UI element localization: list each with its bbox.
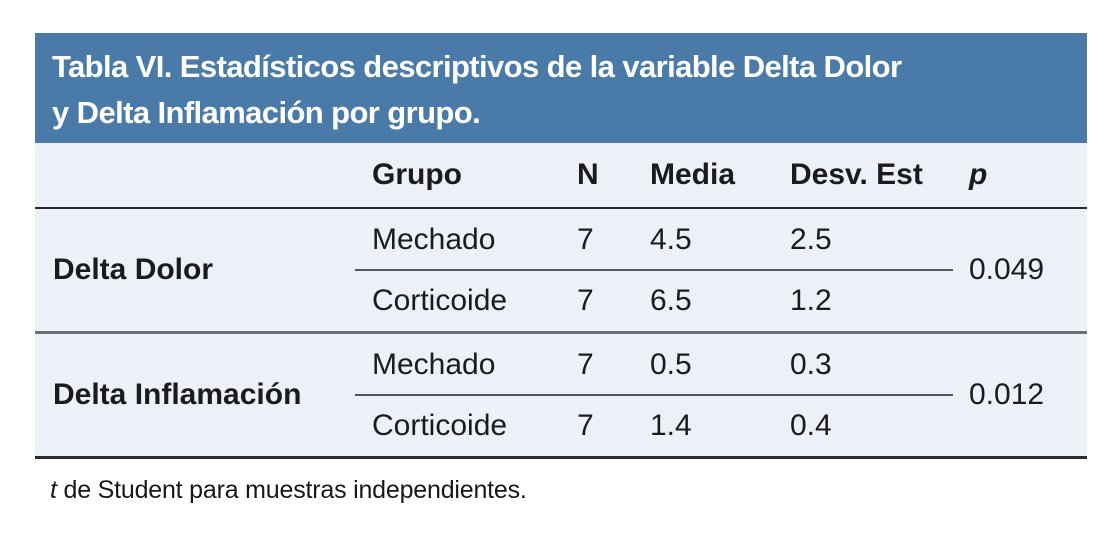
row-divider-line bbox=[355, 394, 953, 396]
media-value: 4.5 bbox=[650, 222, 692, 256]
variable-label: Delta Dolor bbox=[53, 253, 214, 286]
col-header-n: N bbox=[577, 158, 599, 191]
desv-value: 2.5 bbox=[790, 222, 832, 256]
n-value: 7 bbox=[577, 347, 594, 381]
n-value: 7 bbox=[577, 283, 594, 317]
p-value: 0.012 bbox=[969, 378, 1045, 411]
col-header-p: p bbox=[969, 158, 988, 191]
variable-label: Delta Inflamación bbox=[53, 378, 302, 411]
media-value: 6.5 bbox=[650, 283, 692, 317]
n-value: 7 bbox=[577, 222, 594, 256]
footnote-t-symbol: t bbox=[50, 476, 57, 504]
footnote-text: de Student para muestras independientes. bbox=[56, 476, 527, 504]
desv-value: 0.4 bbox=[790, 408, 832, 442]
col-header-variable bbox=[35, 143, 370, 207]
table-title-line-2: y Delta Inflamación por grupo. bbox=[52, 95, 481, 130]
media-value: 0.5 bbox=[650, 347, 692, 381]
col-header-desv-est: Desv. Est bbox=[790, 158, 923, 191]
grupo-value: Corticoide bbox=[372, 283, 508, 317]
grupo-value: Corticoide bbox=[372, 408, 508, 442]
section-delta-inflamacion: Delta Inflamación Mechado 7 0.5 0.3 Cort… bbox=[35, 334, 1087, 459]
desv-value: 0.3 bbox=[790, 347, 832, 381]
col-header-grupo: Grupo bbox=[372, 158, 462, 191]
row-divider-line bbox=[355, 269, 953, 271]
section-delta-dolor: Delta Dolor Mechado 7 4.5 2.5 Corticoide… bbox=[35, 209, 1087, 334]
col-header-media: Media bbox=[650, 158, 736, 191]
p-value: 0.049 bbox=[969, 253, 1045, 286]
footnote: t de Student para muestras independiente… bbox=[35, 476, 1087, 505]
table-title-band: Tabla VI. Estadísticos descriptivos de l… bbox=[35, 33, 1087, 143]
statistics-table: Tabla VI. Estadísticos descriptivos de l… bbox=[35, 33, 1087, 505]
grupo-value: Mechado bbox=[372, 347, 496, 381]
media-value: 1.4 bbox=[650, 408, 692, 442]
n-value: 7 bbox=[577, 408, 594, 442]
table-header-row: Grupo N Media Desv. Est p bbox=[35, 143, 1087, 209]
desv-value: 1.2 bbox=[790, 283, 832, 317]
grupo-value: Mechado bbox=[372, 222, 496, 256]
table-title-line-1: Tabla VI. Estadísticos descriptivos de l… bbox=[52, 49, 902, 84]
